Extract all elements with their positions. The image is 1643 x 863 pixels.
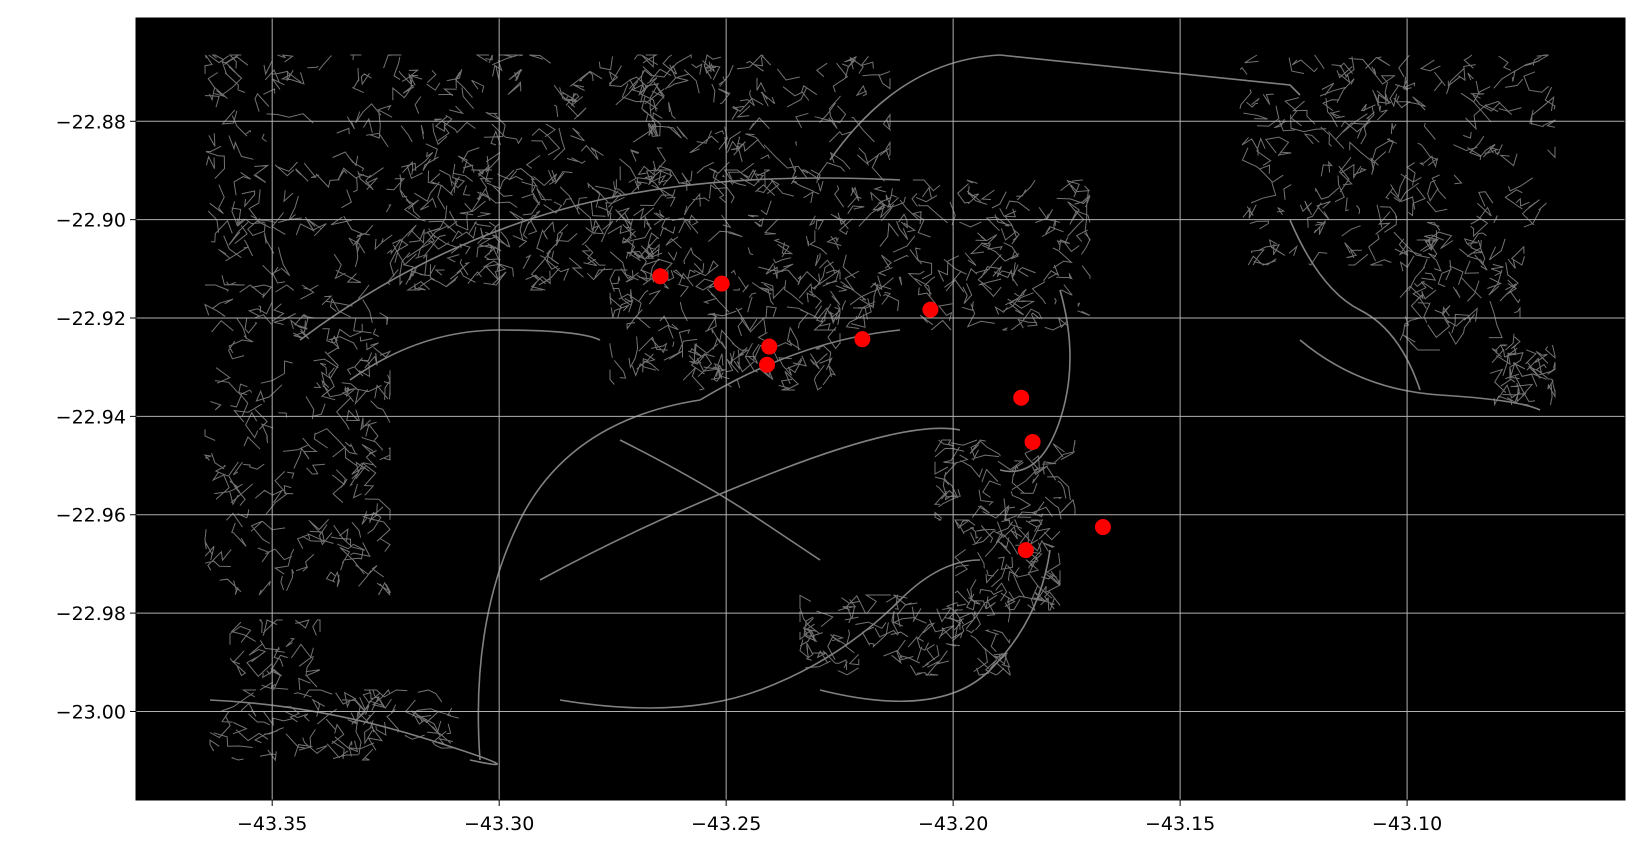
data-point [1094, 519, 1111, 536]
data-point [922, 301, 939, 318]
data-point [1013, 389, 1030, 406]
data-point [1017, 542, 1034, 559]
data-points [652, 268, 1111, 559]
y-tick-label: −22.90 [56, 210, 126, 232]
x-tick-label: −43.20 [918, 813, 988, 835]
x-tick-label: −43.30 [464, 813, 534, 835]
y-tick-label: −22.94 [56, 406, 126, 428]
y-tick-label: −23.00 [56, 701, 126, 723]
data-point [759, 356, 776, 373]
data-point [652, 268, 669, 285]
data-point [713, 275, 730, 292]
x-tick-label: −43.15 [1145, 813, 1215, 835]
x-tick-label: −43.25 [691, 813, 761, 835]
x-tick-label: −43.10 [1372, 813, 1442, 835]
road-network [203, 54, 1556, 766]
y-tick-label: −22.92 [56, 308, 126, 330]
data-point [1024, 433, 1041, 450]
plot-background [136, 18, 1625, 800]
x-tick-label: −43.35 [237, 813, 307, 835]
plot-frame [135, 17, 1626, 801]
grid-lines [136, 18, 1625, 800]
data-point [761, 338, 778, 355]
data-point [854, 331, 871, 348]
y-tick-label: −22.88 [56, 111, 126, 133]
y-tick-label: −22.96 [56, 505, 126, 527]
y-tick-label: −22.98 [56, 603, 126, 625]
axes: −43.35 −43.30 −43.25 −43.20 −43.15 −43.10 −22.… [56, 111, 1443, 835]
